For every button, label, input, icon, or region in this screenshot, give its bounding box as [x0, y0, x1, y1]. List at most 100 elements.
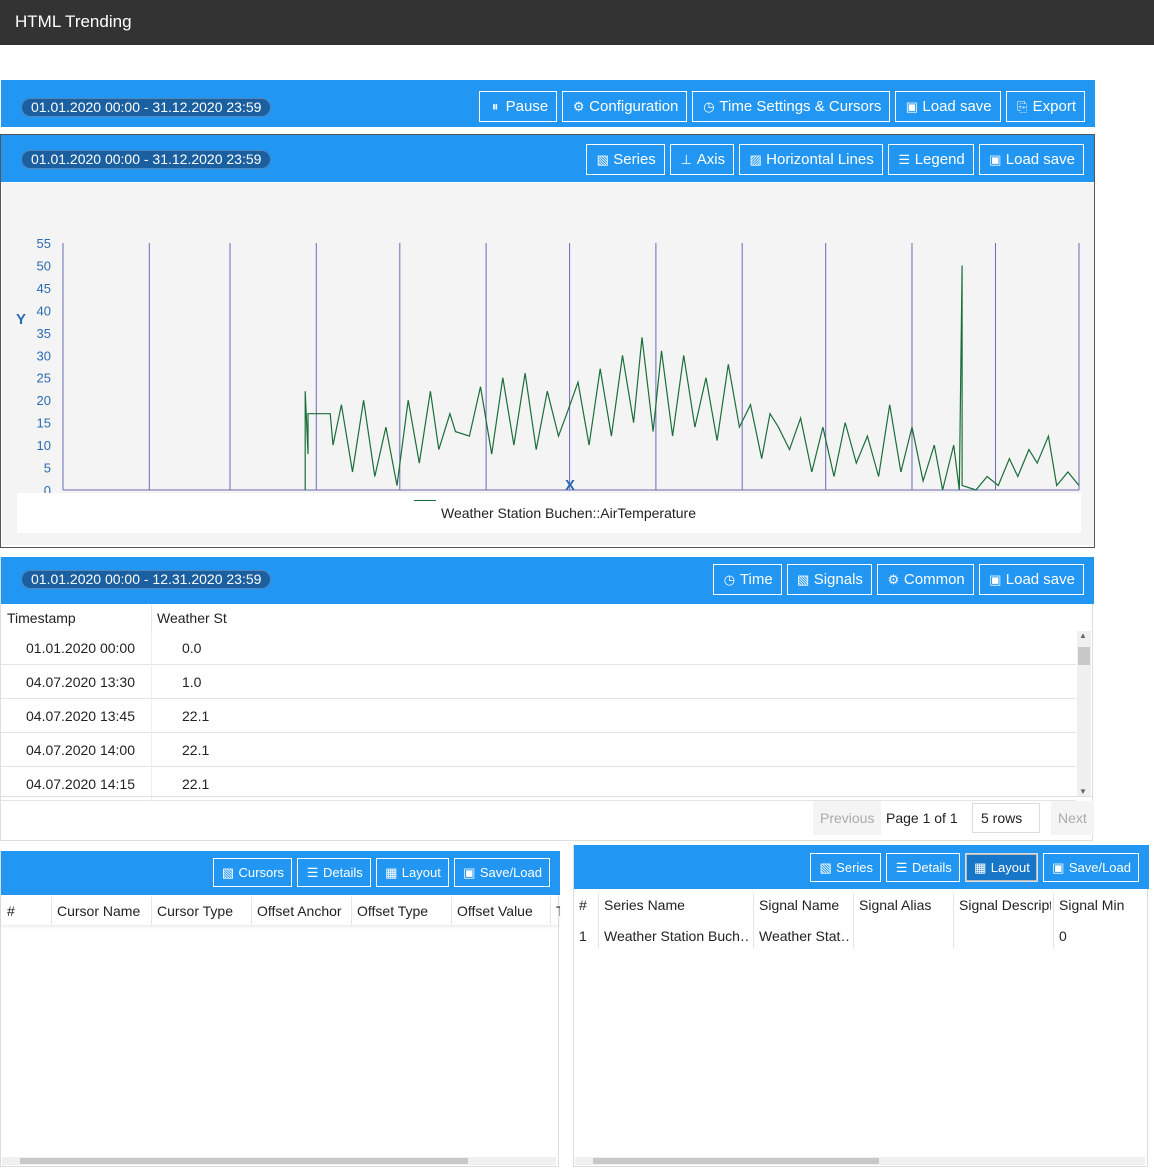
save-icon: ▣: [463, 865, 476, 880]
table-time-range-pill[interactable]: 01.01.2020 00:00 - 12.31.2020 23:59: [21, 570, 272, 589]
common-button[interactable]: ⚙ Common: [876, 564, 974, 595]
column-separator: [351, 897, 352, 925]
axis-button[interactable]: ⊥ Axis: [669, 144, 735, 175]
series-column-header[interactable]: Series Name: [604, 897, 685, 913]
time-range-pill[interactable]: 01.01.2020 00:00 - 31.12.2020 23:59: [21, 98, 272, 117]
save-icon: ▣: [905, 99, 919, 114]
series-column-header[interactable]: Signal Min: [1059, 897, 1125, 913]
column-separator: [51, 897, 52, 925]
previous-page-button[interactable]: Previous: [813, 801, 882, 835]
series-line[interactable]: [304, 265, 1080, 491]
column-separator: [753, 893, 754, 949]
table-scrollbar[interactable]: ▲ ▼: [1077, 631, 1091, 796]
y-tick-label: 55: [37, 236, 51, 251]
table-load-save-button[interactable]: ▣ Load save: [978, 564, 1084, 595]
series-layout-button[interactable]: ▦ Layout: [964, 853, 1038, 882]
rows-per-page-select[interactable]: 5 rows: [972, 803, 1040, 833]
hscroll-thumb[interactable]: [593, 1158, 879, 1164]
main-toolbar: 01.01.2020 00:00 - 31.12.2020 23:59 ⏸ Pau…: [1, 80, 1095, 127]
cursor-details-button[interactable]: ☰ Details: [297, 858, 371, 887]
column-separator: [151, 767, 152, 801]
time-settings-button[interactable]: ◷ Time Settings & Cursors: [692, 91, 891, 122]
series-column-header[interactable]: Signal Alias: [859, 897, 932, 913]
table-panel: 01.01.2020 00:00 - 12.31.2020 23:59 ◷ Tim…: [0, 557, 1094, 841]
export-button[interactable]: ⎘ Export: [1005, 91, 1085, 122]
column-separator: [151, 897, 152, 925]
timestamp-cell: 04.07.2020 13:45: [26, 708, 135, 724]
y-tick-label: 35: [37, 326, 51, 341]
y-axis: 0 5 10 15 20 25 30 35 40 45 50 55: [37, 236, 64, 498]
load-save-button[interactable]: ▣ Load save: [895, 91, 1001, 122]
cursor-column-header[interactable]: #: [7, 903, 15, 919]
table-row[interactable]: 04.07.2020 14:00 22.1: [1, 733, 1076, 767]
cursor-column-header[interactable]: Offset Value: [457, 903, 533, 919]
scroll-thumb[interactable]: [1078, 647, 1090, 665]
series-column-header[interactable]: Signal Name: [759, 897, 840, 913]
cursor-column-header[interactable]: Offset Anchor: [257, 903, 342, 919]
hscroll-thumb[interactable]: [20, 1158, 468, 1164]
cursors-button[interactable]: ▧ Cursors: [212, 858, 293, 887]
series-list-button[interactable]: ▧ Series: [810, 853, 882, 882]
series-column-header[interactable]: Signal Descripti: [959, 897, 1051, 913]
list-icon: ☰: [898, 152, 911, 167]
table-row[interactable]: 04.07.2020 13:30 1.0: [1, 665, 1076, 699]
x-axis-label: X: [565, 477, 575, 494]
signals-button[interactable]: ▧ Signals: [786, 564, 872, 595]
legend-button[interactable]: ☰ Legend: [887, 144, 974, 175]
cursor-hscrollbar[interactable]: [2, 1157, 556, 1165]
series-toolbar: ▧ Series ☰ Details ▦ Layout ▣ Save/Load: [574, 845, 1149, 889]
month-gridlines: [148, 243, 1080, 490]
timestamp-cell: 04.07.2020 14:00: [26, 742, 135, 758]
scroll-up-icon[interactable]: ▲: [1079, 631, 1087, 640]
timestamp-cell: 01.01.2020 00:00: [26, 640, 135, 656]
chart-icon: ▧: [221, 865, 235, 880]
y-tick-label: 50: [37, 258, 51, 273]
cursor-column-header[interactable]: Cursor Type: [157, 903, 233, 919]
column-separator: [151, 733, 152, 767]
cursor-layout-button[interactable]: ▦ Layout: [375, 858, 449, 887]
app-title-bar: HTML Trending: [0, 0, 1154, 45]
series-save-load-button[interactable]: ▣ Save/Load: [1042, 853, 1139, 882]
time-button[interactable]: ◷ Time: [712, 564, 782, 595]
column-separator: [953, 893, 954, 949]
series-table-header: # Series Name Signal Name Signal Alias Signa…: [574, 893, 1148, 949]
next-page-button[interactable]: Next: [1051, 801, 1094, 835]
y-tick-label: 10: [37, 438, 51, 453]
cursor-column-header[interactable]: Offset Type: [357, 903, 429, 919]
chart-load-save-button[interactable]: ▣ Load save: [978, 144, 1084, 175]
pause-button[interactable]: ⏸ Pause: [478, 91, 558, 122]
series-panel: ▧ Series ☰ Details ▦ Layout ▣ Save/Load # Ser…: [573, 845, 1149, 1167]
save-icon: ▣: [989, 152, 1002, 167]
series-table-row[interactable]: 1 Weather Station Buch… Weather Stat… 0: [574, 923, 1148, 951]
scroll-down-icon[interactable]: ▼: [1079, 787, 1087, 796]
series-details-button[interactable]: ☰ Details: [886, 853, 960, 882]
table-row[interactable]: 01.01.2020 00:00 0.0: [1, 631, 1076, 665]
chart-time-range-pill[interactable]: 01.01.2020 00:00 - 31.12.2020 23:59: [21, 150, 272, 169]
horizontal-lines-button[interactable]: ▨ Horizontal Lines: [739, 144, 883, 175]
cursor-save-load-button[interactable]: ▣ Save/Load: [453, 858, 550, 887]
column-header-timestamp[interactable]: Timestamp: [7, 610, 76, 626]
configuration-button[interactable]: ⚙ Configuration: [562, 91, 688, 122]
image-icon: ▨: [749, 152, 762, 167]
export-icon: ⎘: [1016, 99, 1028, 114]
gear-icon: ⚙: [572, 99, 585, 114]
column-separator: [151, 699, 152, 733]
table-icon: ▦: [385, 865, 398, 880]
y-tick-label: 25: [37, 371, 51, 386]
table-row[interactable]: 04.07.2020 13:45 22.1: [1, 699, 1076, 733]
series-button[interactable]: ▧ Series: [586, 144, 665, 175]
column-header-value[interactable]: Weather Sta: [157, 610, 227, 626]
table-row[interactable]: 04.07.2020 14:15 22.1: [1, 767, 1076, 801]
y-axis-label: Y: [16, 311, 26, 328]
series-column-header[interactable]: #: [579, 897, 587, 913]
column-separator: [151, 631, 152, 665]
table-toolbar: 01.01.2020 00:00 - 12.31.2020 23:59 ◷ Tim…: [1, 557, 1094, 604]
cursor-column-header[interactable]: Cursor Name: [57, 903, 141, 919]
series-cell: 0: [1059, 928, 1067, 944]
y-tick-label: 0: [44, 483, 51, 498]
cursor-column-header[interactable]: T: [556, 903, 560, 919]
legend-item[interactable]: Weather Station Buchen::AirTemperature: [441, 505, 696, 521]
series-hscrollbar[interactable]: [575, 1157, 1145, 1165]
